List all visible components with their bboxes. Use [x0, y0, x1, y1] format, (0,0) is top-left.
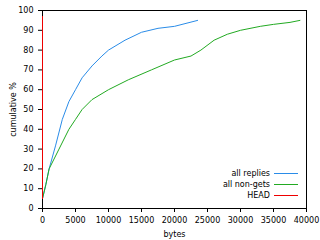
- svg-text:15000: 15000: [129, 216, 154, 225]
- svg-text:10000: 10000: [96, 216, 121, 225]
- svg-text:20000: 20000: [162, 216, 187, 225]
- svg-text:100: 100: [18, 6, 33, 15]
- svg-text:50: 50: [23, 105, 33, 114]
- html-text:all replies: all replies: [231, 169, 270, 178]
- svg-text:80: 80: [23, 46, 33, 55]
- svg-text:70: 70: [23, 65, 33, 74]
- svg-text:30000: 30000: [228, 216, 253, 225]
- svg-text:0: 0: [28, 204, 33, 213]
- svg-text:60: 60: [23, 85, 33, 94]
- svg-text:40000: 40000: [294, 216, 319, 225]
- svg-text:cumulative %: cumulative %: [9, 82, 18, 137]
- svg-text:20: 20: [23, 164, 33, 173]
- svg-text:35000: 35000: [261, 216, 286, 225]
- html-text:HEAD: HEAD: [247, 191, 270, 200]
- svg-text:25000: 25000: [195, 216, 220, 225]
- svg-text:5000: 5000: [65, 216, 85, 225]
- svg-text:40: 40: [23, 125, 33, 134]
- html-text:all non-gets: all non-gets: [222, 180, 270, 189]
- svg-text:10: 10: [23, 184, 33, 193]
- svg-text:30: 30: [23, 145, 33, 154]
- svg-text:0: 0: [40, 216, 45, 225]
- svg-text:90: 90: [23, 26, 33, 35]
- svg-text:bytes: bytes: [163, 230, 185, 239]
